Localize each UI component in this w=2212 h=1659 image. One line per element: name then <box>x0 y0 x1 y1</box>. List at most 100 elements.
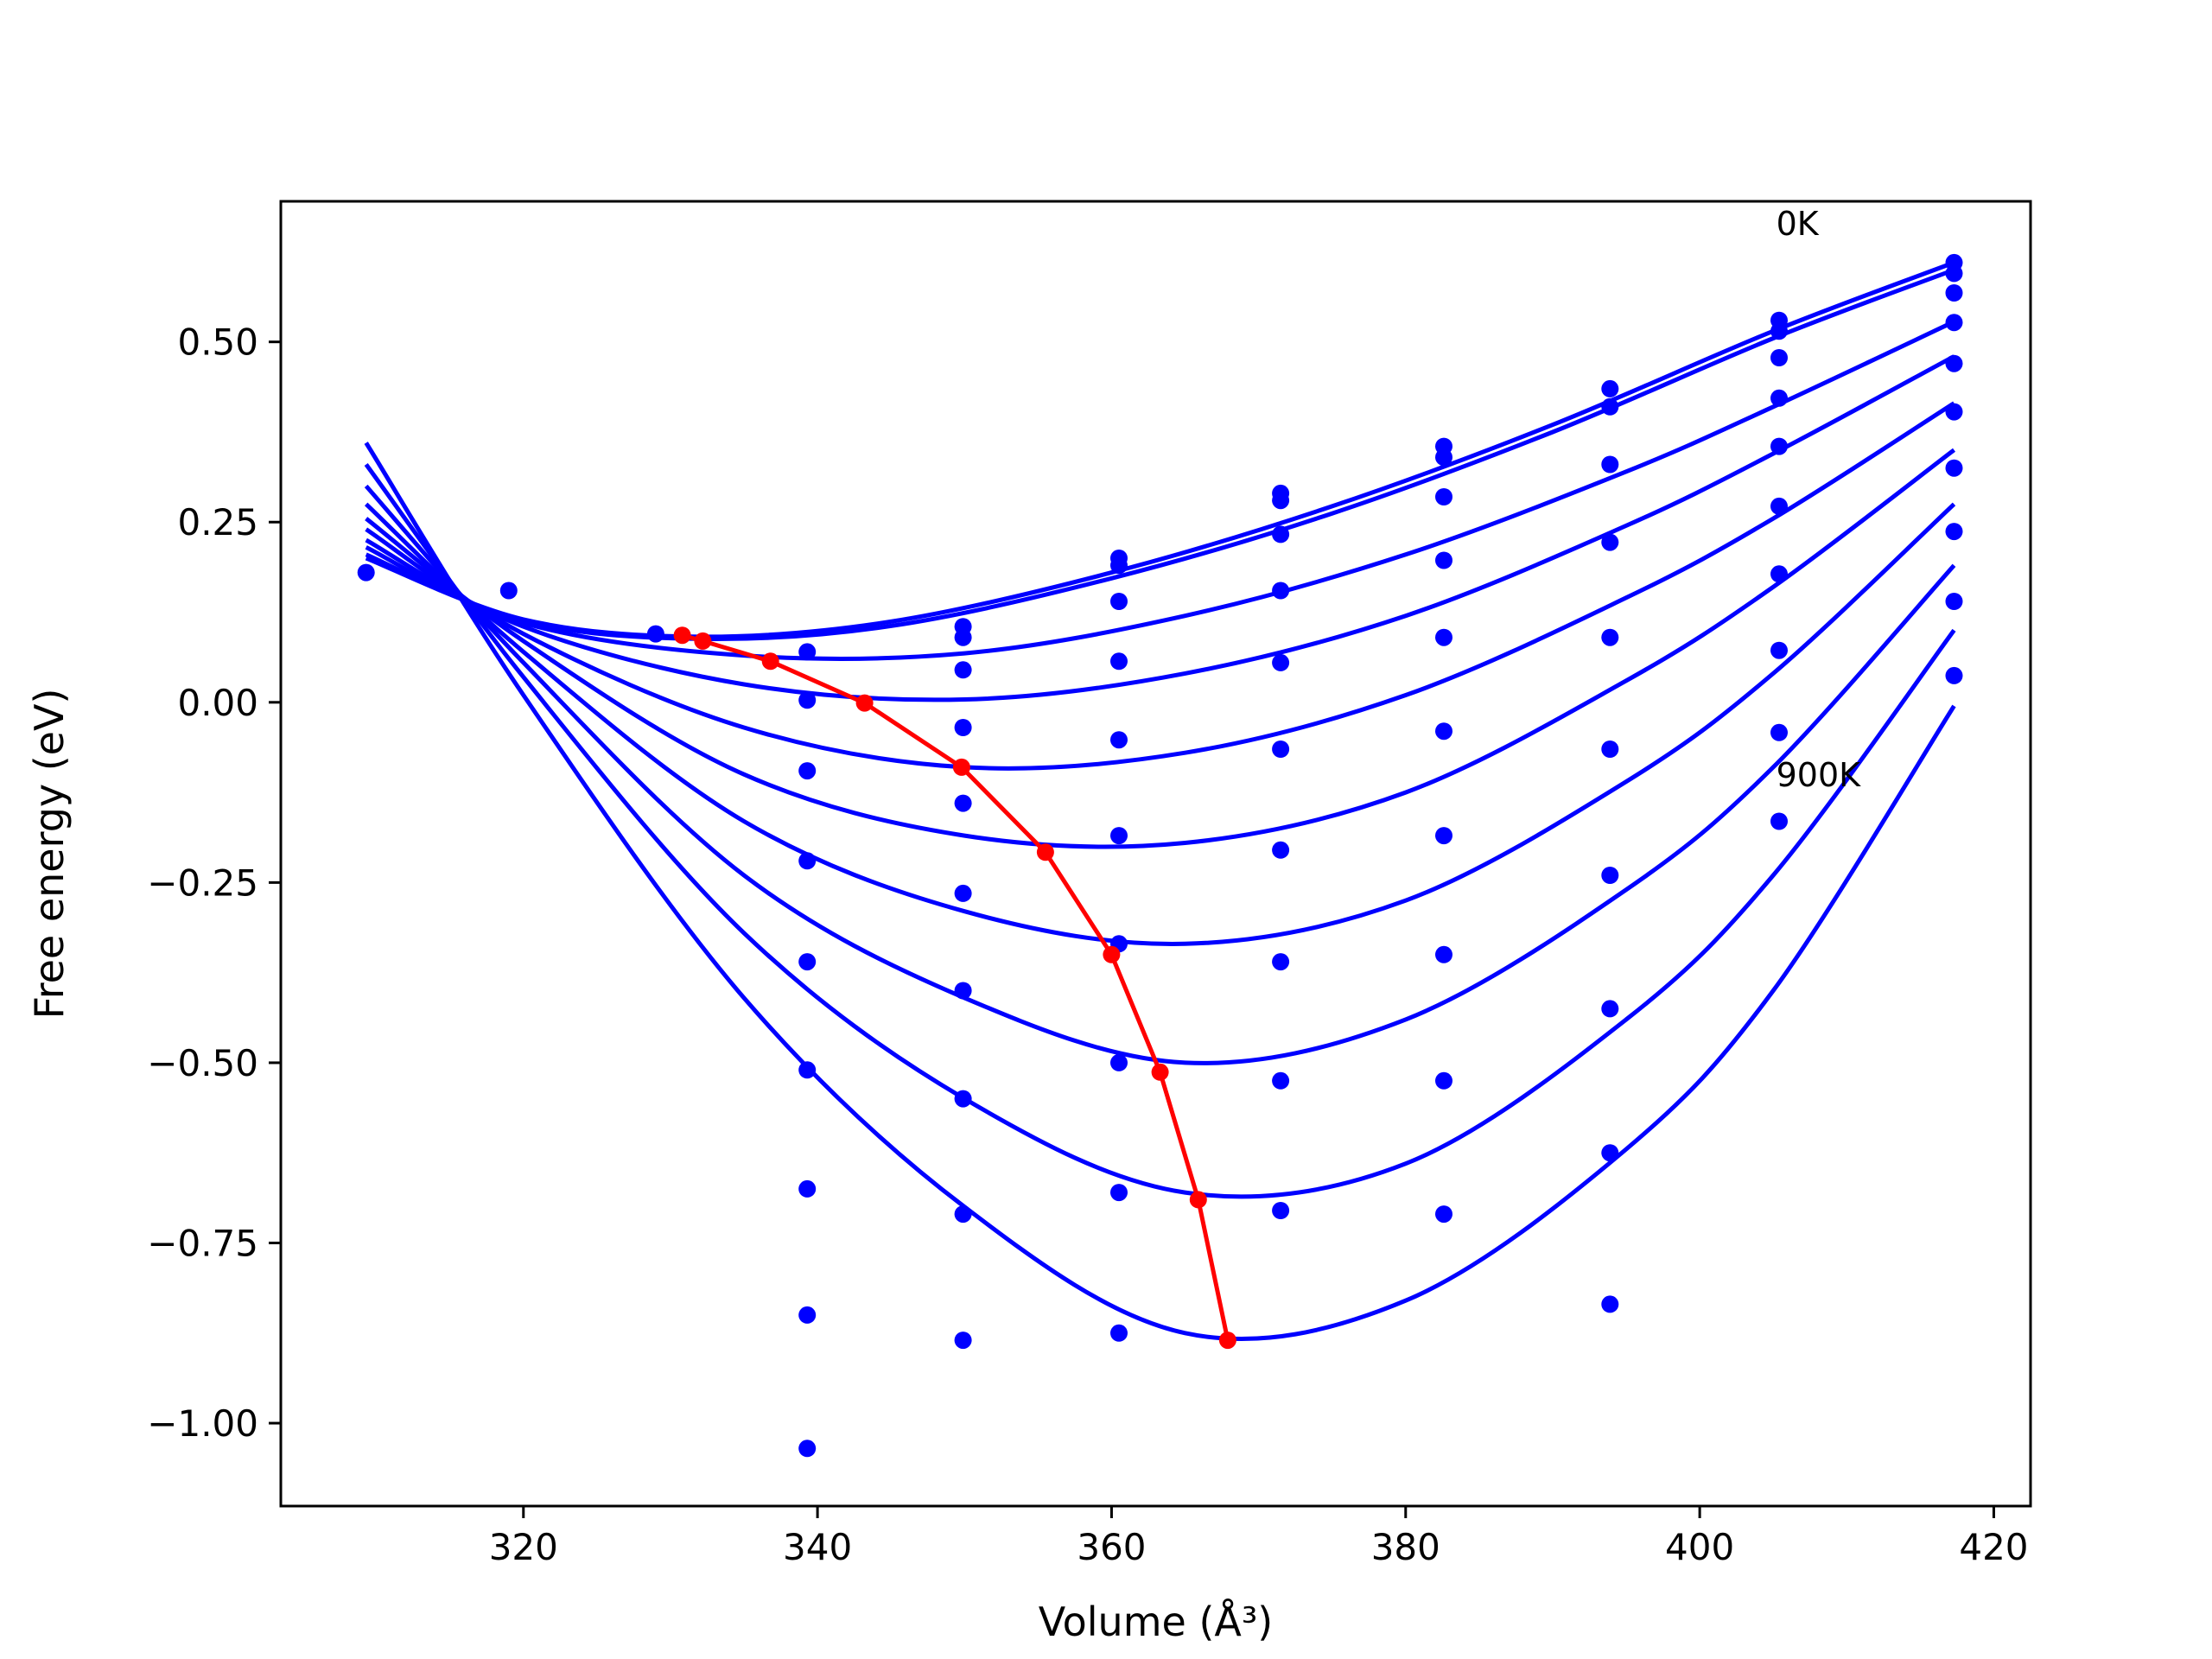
fit-curve-5 <box>365 448 1956 849</box>
x-tick-label-2: 360 <box>1077 1526 1146 1568</box>
text-layer: 320 340 360 380 400 420 0.50 0.25 0.00 −0.25 −0.50… <box>26 205 2029 1645</box>
data-point-14 <box>954 661 972 679</box>
data-point-26 <box>1110 731 1128 749</box>
data-point-30 <box>1110 1184 1128 1202</box>
data-point-47 <box>1435 722 1452 741</box>
data-point-41 <box>1272 1202 1290 1219</box>
data-point-3 <box>798 643 817 661</box>
data-point-37 <box>1272 741 1290 758</box>
data-point-69 <box>1770 641 1788 659</box>
x-tick-label-1: 340 <box>783 1526 852 1568</box>
data-point-17 <box>954 884 972 902</box>
minimum-point-8 <box>1189 1191 1207 1209</box>
data-point-38 <box>1272 841 1290 859</box>
data-point-18 <box>954 982 972 1000</box>
data-point-19 <box>954 1090 972 1108</box>
data-point-43 <box>1435 448 1452 467</box>
minimum-point-6 <box>1103 945 1121 963</box>
data-point-64 <box>1770 349 1788 366</box>
data-point-24 <box>1110 593 1128 610</box>
data-point-33 <box>1272 492 1290 510</box>
data-point-4 <box>798 691 817 709</box>
fit-curve-8 <box>364 463 1956 1199</box>
data-point-71 <box>1770 812 1788 830</box>
data-point-78 <box>1945 459 1963 477</box>
data-point-80 <box>1945 593 1963 610</box>
data-point-58 <box>1601 867 1619 884</box>
data-point-25 <box>1110 652 1128 671</box>
data-point-40 <box>1272 1071 1290 1090</box>
fit-curve-9 <box>364 442 1956 1342</box>
y-tick-label-5: −0.75 <box>147 1222 258 1264</box>
data-point-60 <box>1601 1144 1619 1162</box>
y-tick-label-6: −1.00 <box>147 1402 258 1445</box>
fit-curve-2 <box>365 320 1955 661</box>
y-tick-label-0: 0.50 <box>177 321 258 364</box>
data-point-11 <box>798 1440 817 1458</box>
data-point-55 <box>1601 533 1619 551</box>
y-axis-label: Free energy (eV) <box>26 689 73 1020</box>
data-point-81 <box>1945 666 1963 684</box>
data-point-6 <box>798 852 817 870</box>
fit-curve-4 <box>365 401 1955 771</box>
data-point-57 <box>1601 741 1619 758</box>
minimum-point-4 <box>952 758 970 776</box>
data-point-23 <box>1110 556 1128 575</box>
fit-curve-6 <box>364 502 1956 946</box>
data-point-74 <box>1945 284 1963 302</box>
data-point-48 <box>1435 827 1452 845</box>
minimum-path-line <box>681 632 1230 1341</box>
data-point-56 <box>1601 628 1619 646</box>
axes-layer <box>269 200 2032 1518</box>
data-point-52 <box>1601 379 1619 397</box>
fit-curve-3 <box>365 354 1955 702</box>
data-point-70 <box>1770 723 1788 741</box>
data-point-5 <box>798 762 817 780</box>
minimum-point-5 <box>1036 843 1054 861</box>
y-tick-label-4: −0.50 <box>147 1042 258 1084</box>
data-point-16 <box>954 794 972 812</box>
fit-curve-0 <box>365 260 1955 639</box>
fit-curve-7 <box>364 484 1956 1065</box>
data-point-2 <box>646 625 664 643</box>
data-point-44 <box>1435 488 1452 505</box>
data-point-66 <box>1770 437 1788 455</box>
data-point-77 <box>1945 403 1963 421</box>
data-point-63 <box>1770 322 1788 340</box>
data-point-0 <box>357 563 375 582</box>
x-tick-label-4: 400 <box>1665 1526 1734 1568</box>
minimum-point-1 <box>694 632 712 650</box>
data-point-27 <box>1110 827 1128 845</box>
minimum-point-2 <box>761 652 779 671</box>
data-point-79 <box>1945 523 1963 541</box>
data-point-54 <box>1601 455 1619 474</box>
data-point-29 <box>1110 1053 1128 1071</box>
annotation-1: 900K <box>1777 756 1862 794</box>
data-point-39 <box>1272 953 1290 971</box>
data-point-67 <box>1770 497 1788 515</box>
data-point-49 <box>1435 945 1452 963</box>
data-point-61 <box>1601 1295 1619 1313</box>
minimum-point-0 <box>673 626 691 645</box>
data-point-36 <box>1272 653 1290 671</box>
y-tick-label-1: 0.25 <box>177 501 258 543</box>
data-point-8 <box>798 1061 817 1079</box>
annotation-0: 0K <box>1777 205 1820 243</box>
data-point-34 <box>1272 525 1290 543</box>
data-point-15 <box>954 719 972 736</box>
data-point-20 <box>954 1205 972 1224</box>
data-point-10 <box>798 1306 817 1324</box>
data-point-73 <box>1945 264 1963 283</box>
data-point-50 <box>1435 1071 1452 1090</box>
minimum-point-9 <box>1218 1332 1236 1350</box>
x-tick-label-3: 380 <box>1371 1526 1440 1568</box>
x-axis-label: Volume (Å³) <box>1039 1599 1274 1645</box>
minimum-path-layer <box>673 626 1236 1350</box>
data-point-1 <box>499 582 518 600</box>
minimum-point-7 <box>1151 1063 1169 1081</box>
data-point-68 <box>1770 565 1788 583</box>
y-tick-label-3: −0.25 <box>147 861 258 904</box>
data-point-76 <box>1945 354 1963 372</box>
